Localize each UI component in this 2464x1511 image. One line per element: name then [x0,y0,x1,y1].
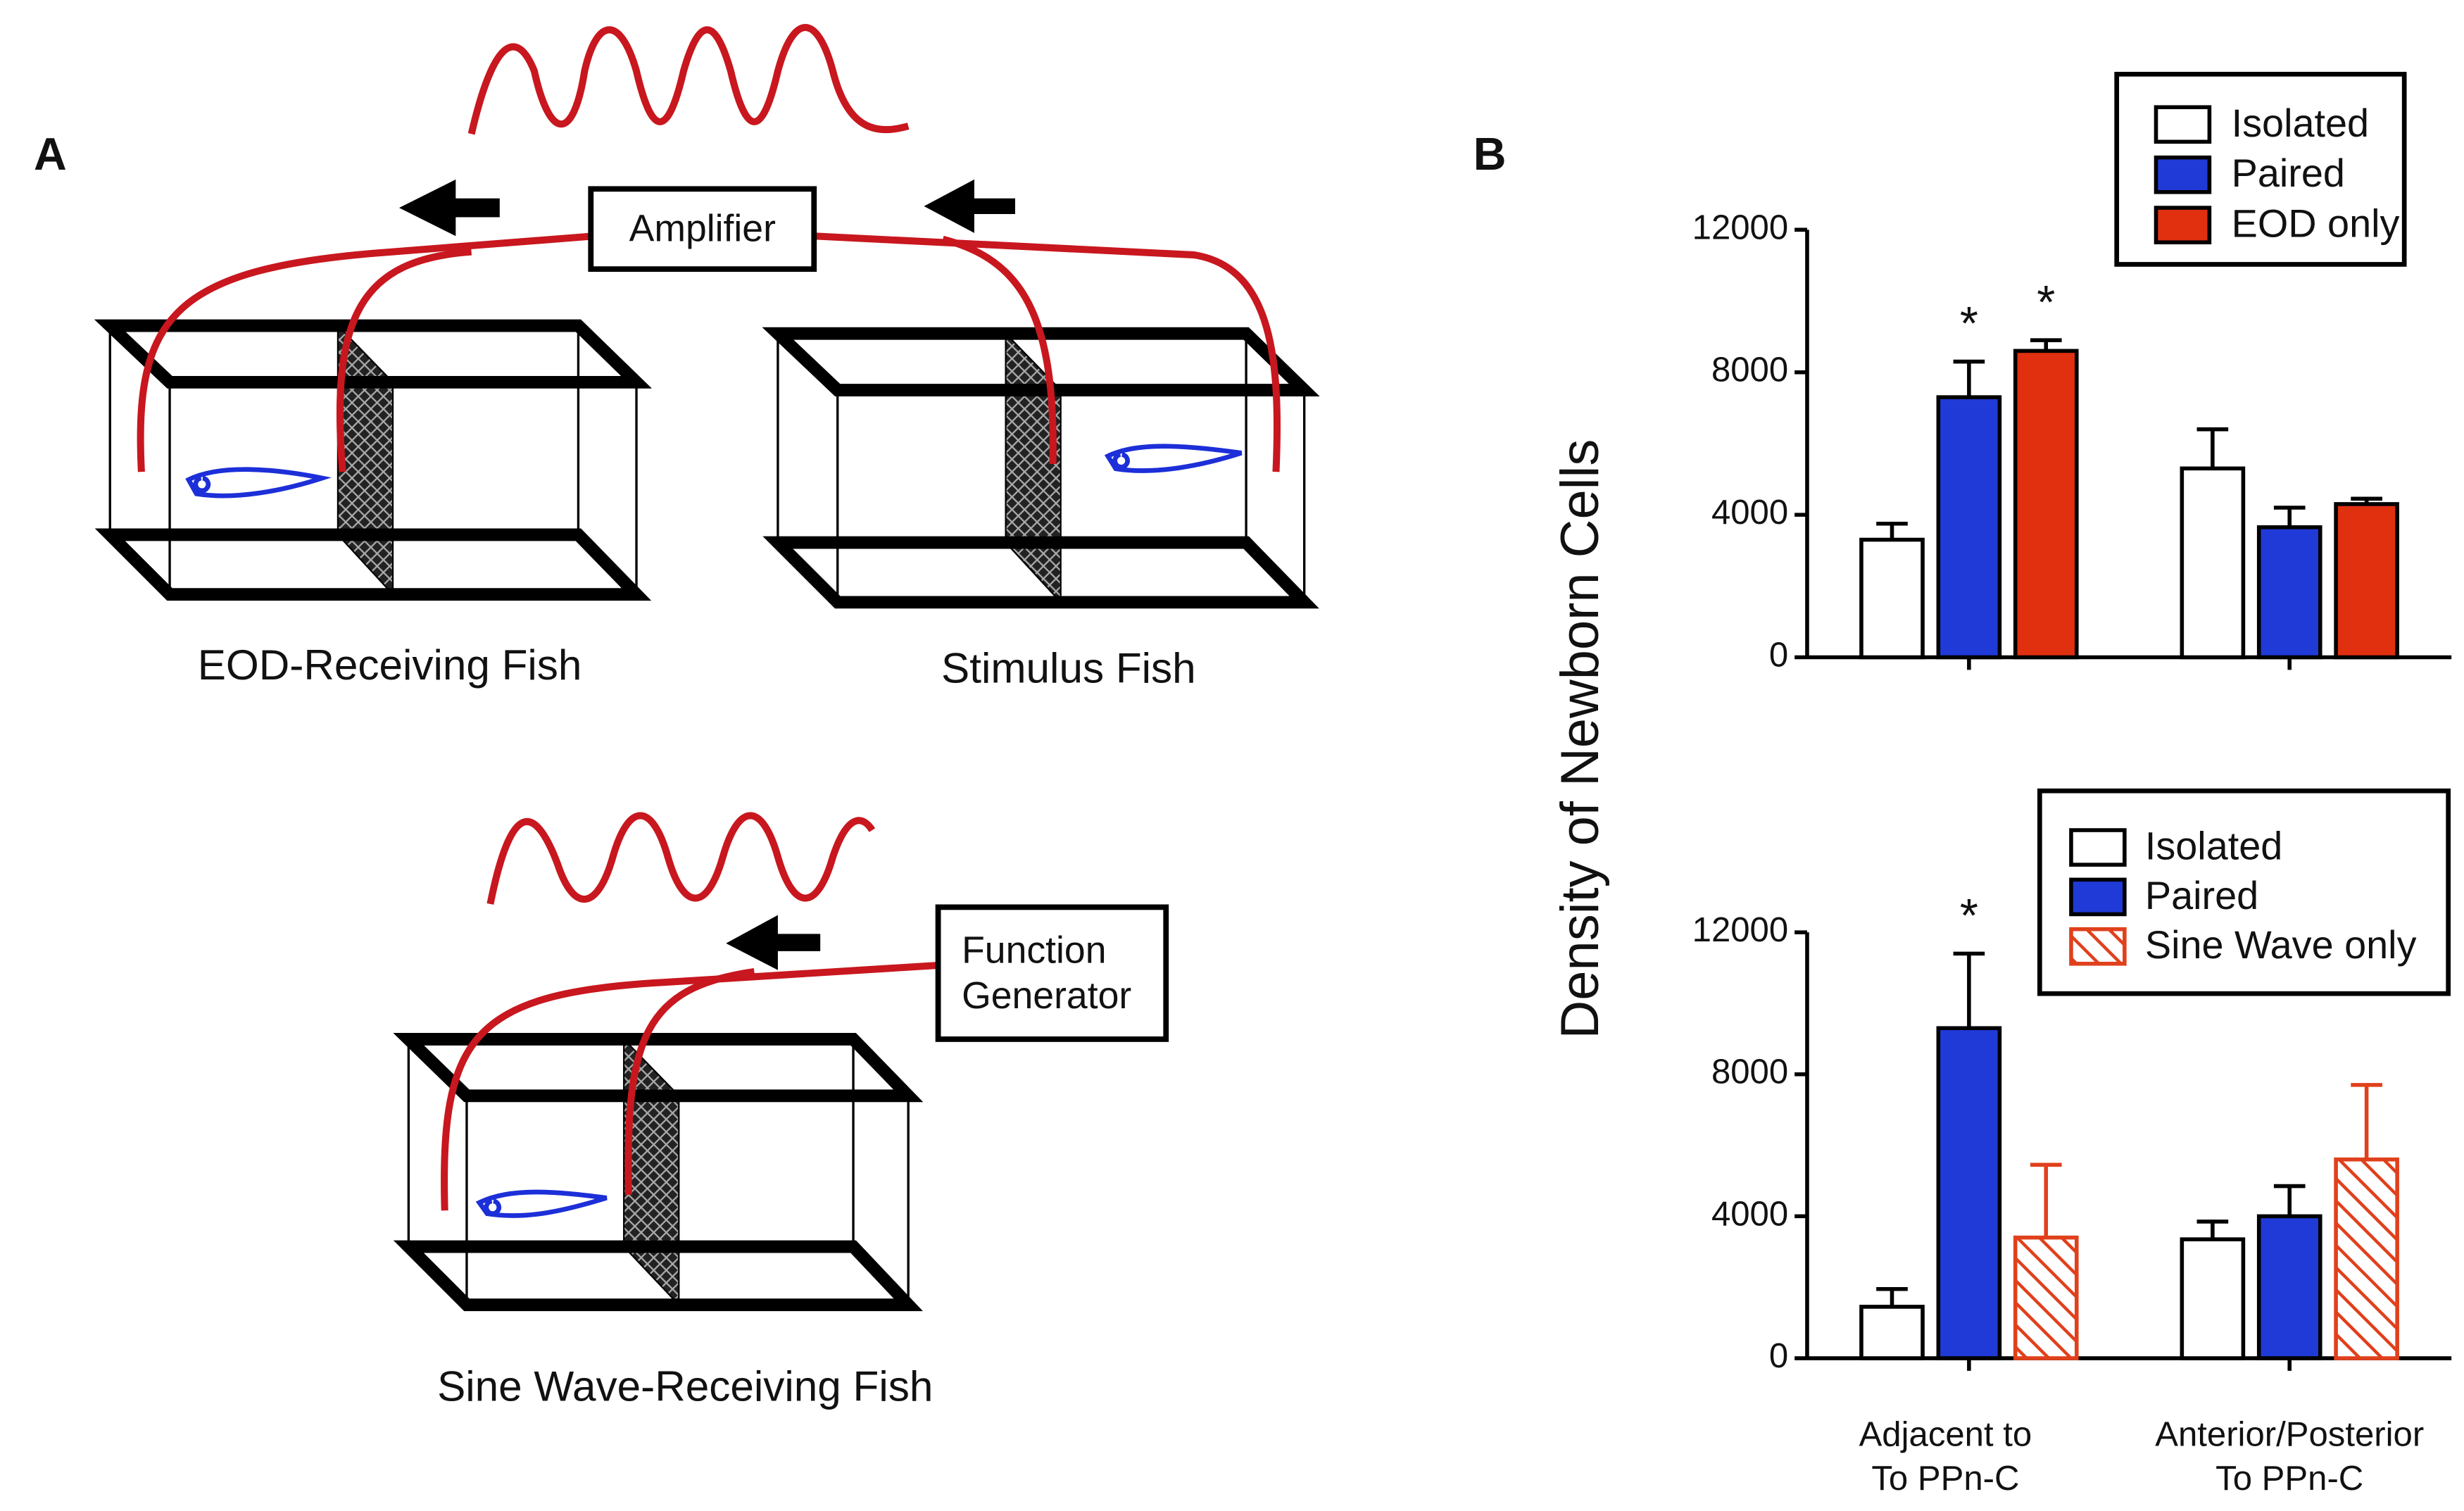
y-tick-label: 8000 [1711,1053,1788,1091]
generator-label: Generator [962,975,1131,1017]
bar [1936,395,2002,660]
arrow [398,179,500,237]
bar [1859,1305,1925,1360]
amplifier-box [588,186,817,272]
y-tick-label: 8000 [1711,351,1788,389]
significance-label: * [1960,889,1978,942]
bar [1936,1026,2002,1360]
y-tick-label: 0 [1769,1337,1788,1375]
wire [137,232,595,472]
wire [814,232,1281,472]
legend-label: EOD only [2232,201,2400,246]
tank [393,1032,924,1312]
bar [2180,1237,2246,1360]
arrow [924,179,1015,233]
wire [624,967,755,1195]
y-tick-label: 4000 [1711,1195,1788,1233]
legend-swatch [2069,927,2127,966]
legend-swatch [2069,877,2127,917]
tank-label: EOD-Receiving Fish [198,641,582,689]
wave [486,812,876,905]
legend-swatch [2154,105,2212,144]
y-tick-label: 4000 [1711,494,1788,532]
bar [2334,1157,2399,1360]
x-tick-label: Anterior/Posterior [2155,1416,2424,1454]
legend-swatch [2154,155,2212,194]
bar [2013,349,2079,660]
tank-label: Sine Wave-Receiving Fish [437,1362,933,1410]
legend-label: Isolated [2232,101,2369,145]
legend-label: Isolated [2145,824,2282,868]
wire [942,235,1057,465]
legend-label: Sine Wave only [2145,922,2417,967]
bar [2013,1235,2079,1360]
amplifier-label: Amplifier [629,208,776,250]
significance-label: * [1960,297,1978,350]
wire [336,248,472,472]
tank-label: Stimulus Fish [941,644,1196,692]
bar [2256,1214,2322,1360]
x-tick-label: To PPn-C [2215,1460,2363,1498]
arrow [726,915,821,970]
significance-label: * [2037,276,2055,329]
y-tick-label: 12000 [1692,208,1789,246]
wire [441,961,938,1211]
panel-label: A [34,128,67,180]
bar [2180,466,2246,660]
bar [1859,537,1925,660]
bar [2334,502,2399,660]
legend-label: Paired [2232,151,2345,195]
x-tick-label: Adjacent to [1859,1416,2032,1454]
y-tick-label: 12000 [1692,911,1789,949]
legend-swatch [2154,206,2212,244]
legend-label: Paired [2145,873,2258,917]
tank [94,319,652,601]
panel-label: B [1473,128,1507,180]
y-tick-label: 0 [1769,636,1788,674]
tank [762,327,1320,609]
wave [467,24,910,135]
generator-box [935,904,1169,1042]
x-tick-label: To PPn-C [1871,1460,2019,1498]
bar [2256,525,2322,660]
legend-swatch [2069,828,2127,867]
generator-label: Function [962,929,1106,971]
y-axis-label: Density of Newborn Cells [1550,439,1610,1039]
